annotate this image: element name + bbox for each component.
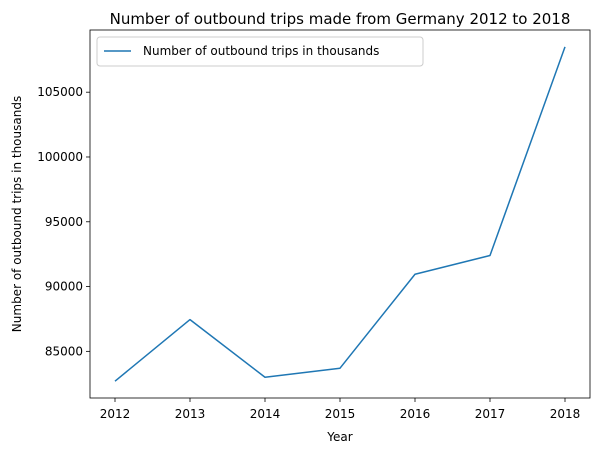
x-tick-label: 2018 [550,407,581,421]
x-tick-label: 2015 [325,407,356,421]
legend-box [96,36,424,67]
y-axis: 85000 90000 95000 100000 105000 [37,85,90,358]
x-axis-label: Year [326,430,352,444]
chart-title: Number of outbound trips made from Germa… [110,10,571,28]
y-tick-label: 85000 [45,344,83,358]
plot-area [89,29,591,399]
y-tick-label: 90000 [45,280,83,294]
series-layer [114,46,566,382]
x-tick-label: 2016 [400,407,431,421]
legend: Number of outbound trips in thousands [96,36,424,67]
x-axis: 2012 2013 2014 2015 2016 2017 2018 [100,398,581,421]
y-axis-label: Number of outbound trips in thousands [10,96,24,332]
y-tick-label: 100000 [37,150,83,164]
legend-entry: Number of outbound trips in thousands [143,44,379,58]
y-tick-label: 95000 [45,215,83,229]
x-tick-label: 2012 [100,407,131,421]
x-tick-label: 2014 [250,407,281,421]
x-tick-label: 2017 [475,407,506,421]
x-tick-label: 2013 [175,407,206,421]
y-tick-label: 105000 [37,85,83,99]
